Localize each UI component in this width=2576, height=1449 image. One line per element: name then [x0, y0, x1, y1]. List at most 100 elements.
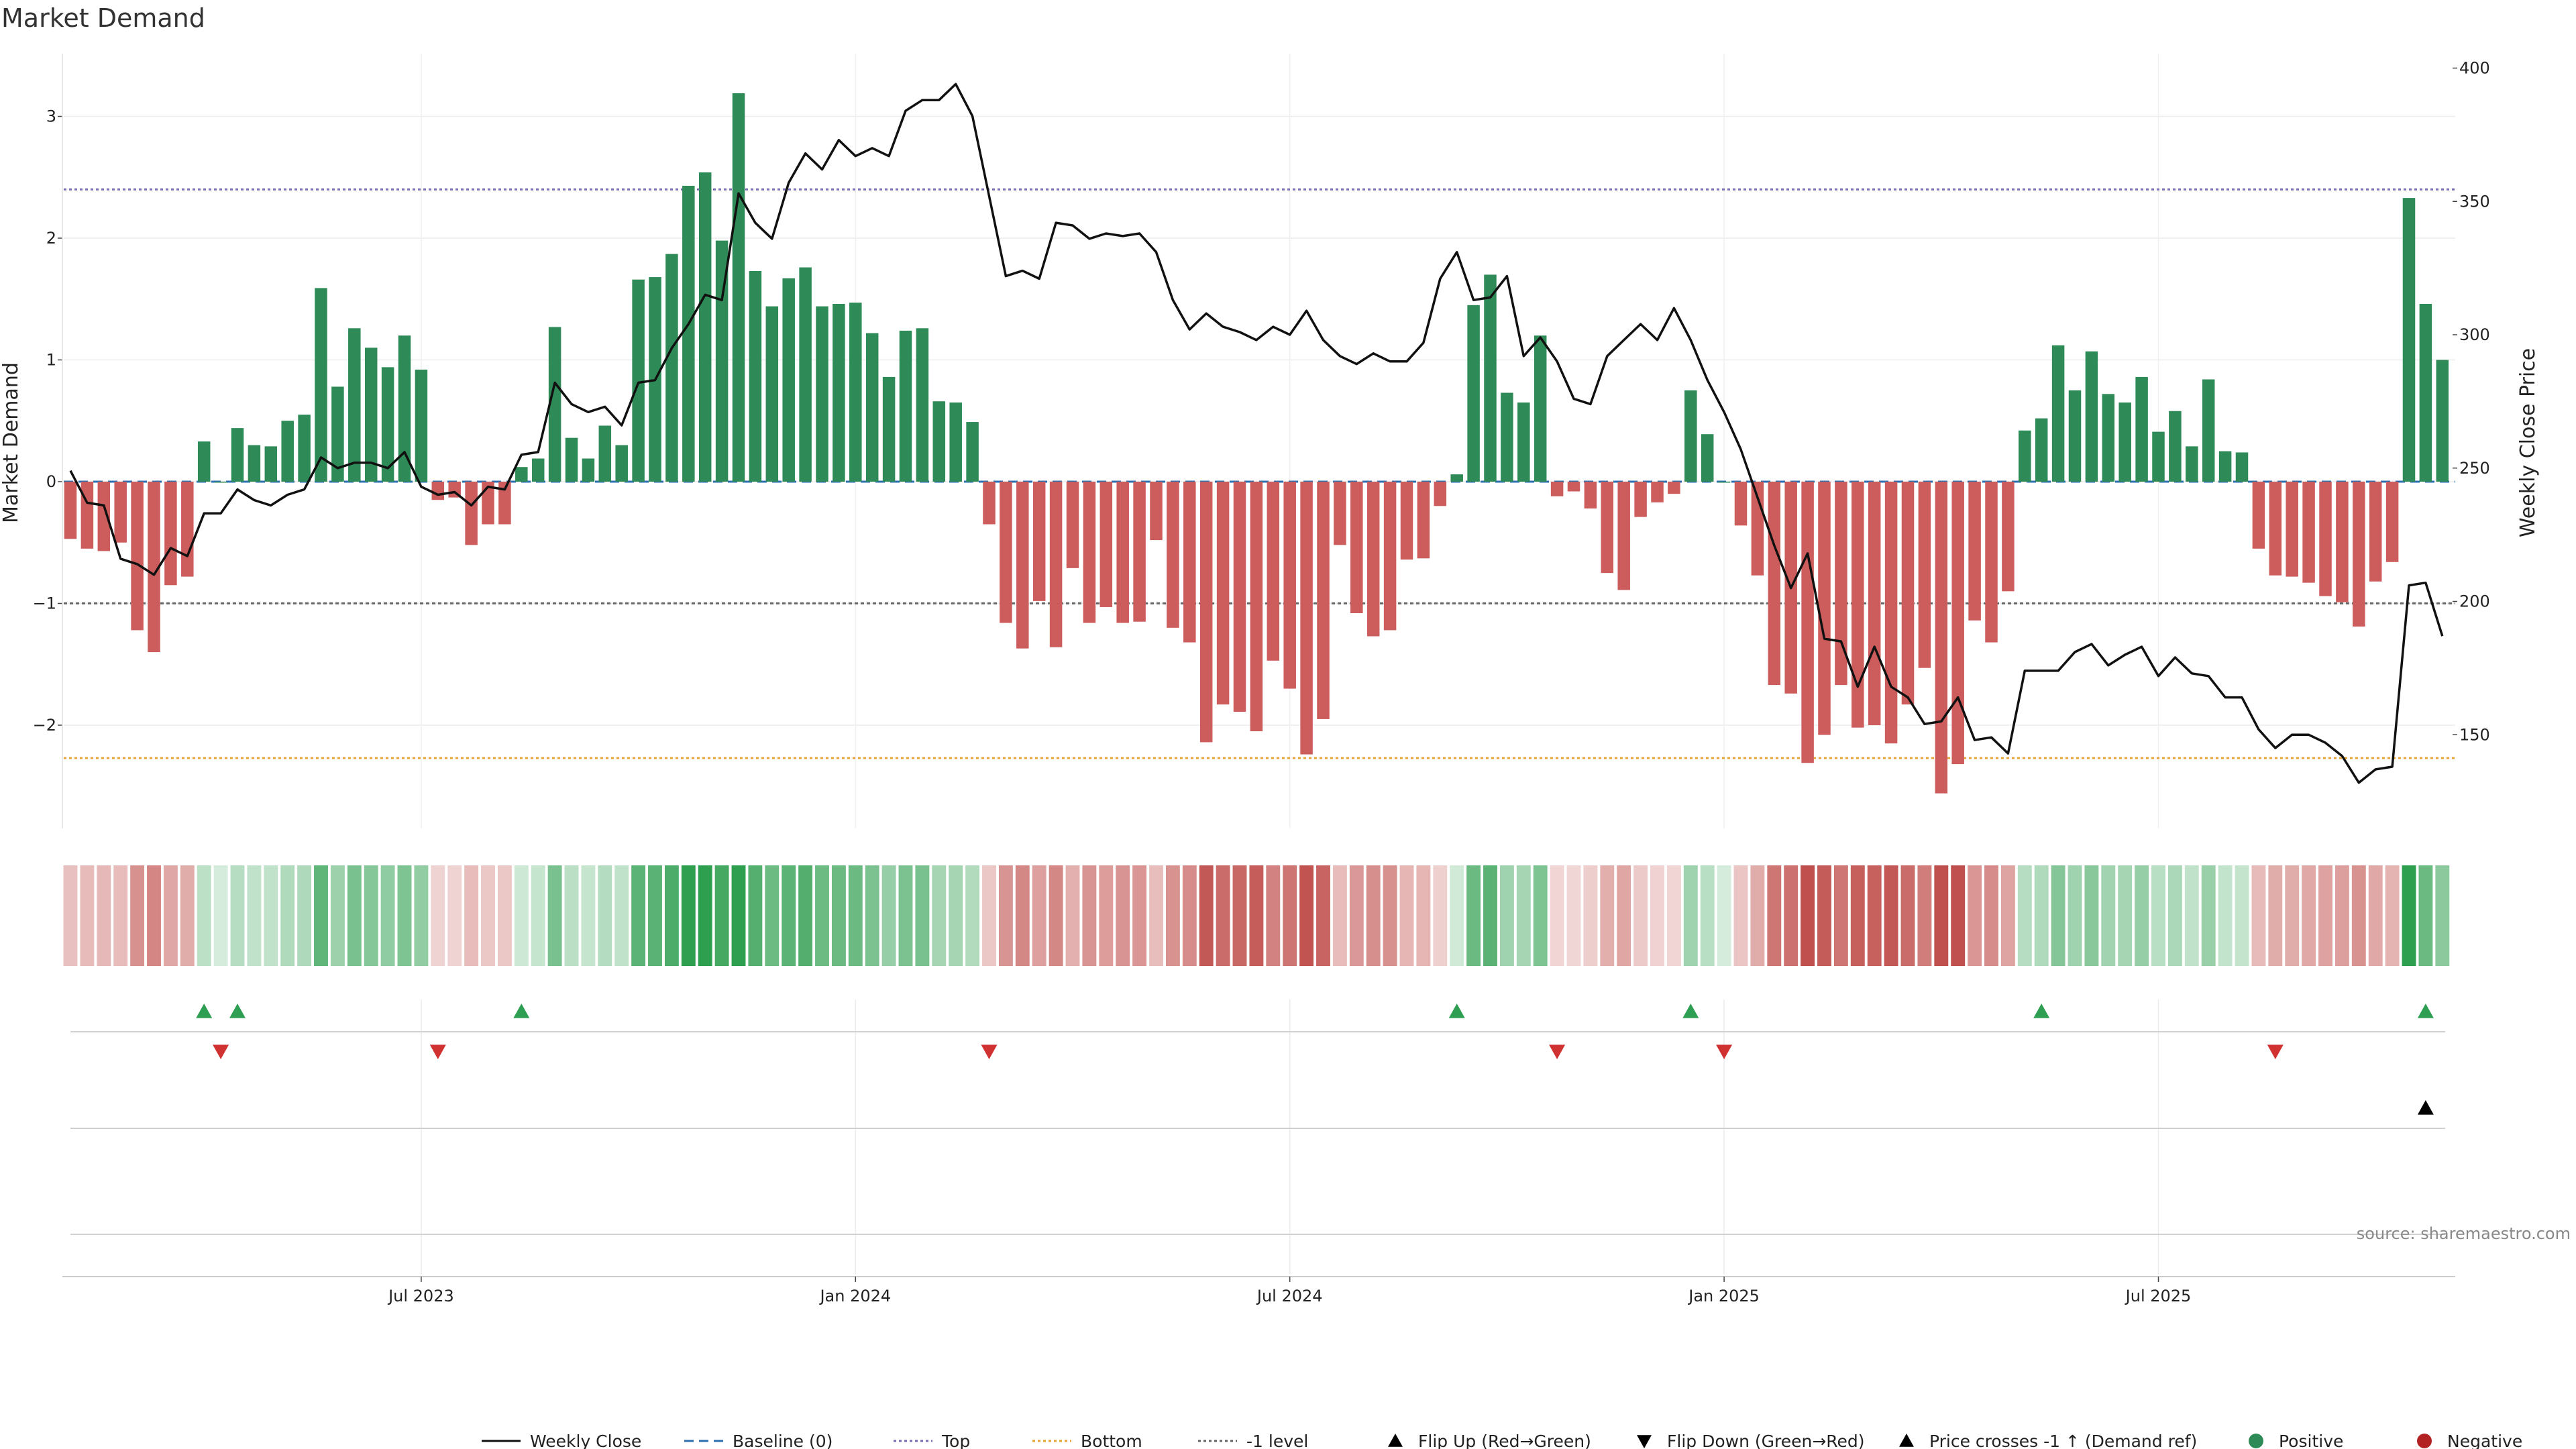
left-y-tick-label: 1 — [46, 351, 56, 370]
heat-cell — [1550, 865, 1564, 966]
heat-cell — [965, 865, 980, 966]
heat-cell — [564, 865, 579, 966]
demand-bar — [1534, 335, 1547, 482]
demand-bar — [1099, 482, 1113, 607]
heat-cell — [2167, 865, 2182, 966]
demand-bar — [2402, 198, 2416, 482]
demand-bar — [431, 482, 445, 500]
heat-cell — [63, 865, 78, 966]
x-tick-label: Jul 2024 — [1256, 1287, 1323, 1305]
heat-cell — [1216, 865, 1230, 966]
flip-up-marker — [2033, 1004, 2050, 1018]
demand-bar — [515, 467, 528, 482]
heat-cell — [1917, 865, 1932, 966]
heat-cell — [998, 865, 1013, 966]
heat-cell — [230, 865, 245, 966]
flip-down-marker — [1549, 1044, 1566, 1059]
heat-cell — [197, 865, 211, 966]
demand-bar — [1116, 482, 1129, 623]
heat-cell — [380, 865, 395, 966]
demand-bar — [1417, 482, 1430, 559]
heat-cell — [1600, 865, 1615, 966]
heat-cell — [2218, 865, 2233, 966]
left-y-axis: 3 2 1 0 −1 −2 — [33, 54, 63, 828]
heat-cell — [1466, 865, 1481, 966]
demand-bar — [1501, 392, 1513, 482]
demand-bar — [1133, 482, 1146, 622]
heat-cell — [2184, 865, 2199, 966]
demand-bar — [1550, 482, 1564, 496]
demand-bars — [64, 93, 2449, 794]
legend-marker-swatch — [1637, 1435, 1652, 1448]
heat-cell — [364, 865, 378, 966]
heat-cell — [1149, 865, 1163, 966]
heat-cell — [347, 865, 362, 966]
demand-bar — [415, 370, 428, 482]
heat-cell — [765, 865, 780, 966]
heat-cell — [2251, 865, 2266, 966]
heat-cell — [2068, 865, 2082, 966]
demand-bar — [833, 304, 845, 482]
legend: Weekly Close Baseline (0) Top Bottom -1 leve… — [482, 1432, 2522, 1449]
demand-bar — [2302, 482, 2315, 583]
heat-cell — [2084, 865, 2099, 966]
heat-cell — [1884, 865, 1898, 966]
demand-bar — [2068, 390, 2082, 482]
heat-cell — [1032, 865, 1046, 966]
heat-cell — [1683, 865, 1698, 966]
demand-bar — [665, 254, 678, 482]
demand-bar — [1283, 482, 1296, 689]
demand-bar — [2353, 482, 2365, 627]
heat-cell — [598, 865, 612, 966]
flip-down-marker — [429, 1044, 446, 1059]
demand-bar — [1668, 482, 1680, 494]
demand-bar — [231, 428, 244, 482]
demand-bar — [1334, 482, 1346, 545]
heat-cell — [898, 865, 913, 966]
heat-cell — [147, 865, 161, 966]
heat-cell — [1165, 865, 1180, 966]
heat-cell — [1332, 865, 1347, 966]
heat-cell — [1015, 865, 1030, 966]
heat-cell — [1116, 865, 1130, 966]
legend-label: Top — [941, 1432, 970, 1449]
legend-label: Weekly Close — [530, 1432, 641, 1449]
demand-bar — [2369, 482, 2382, 582]
x-tick-label: Jan 2024 — [818, 1287, 891, 1305]
demand-bar — [2218, 451, 2232, 482]
demand-bar — [548, 327, 561, 482]
heat-cell — [97, 865, 111, 966]
heat-cell — [547, 865, 562, 966]
demand-bar — [1083, 482, 1096, 623]
demand-bar — [1918, 482, 1931, 668]
left-y-tick-label: −2 — [33, 716, 56, 735]
heat-cell — [1984, 865, 1998, 966]
demand-bar — [2135, 376, 2148, 482]
heat-cell — [1867, 865, 1882, 966]
demand-bar — [1884, 482, 1898, 744]
heat-cell — [130, 865, 145, 966]
demand-bar — [114, 482, 127, 543]
left-y-tick-label: 2 — [46, 229, 56, 248]
heat-cell — [2285, 865, 2300, 966]
demand-bar — [2252, 482, 2265, 549]
heat-cell — [481, 865, 495, 966]
left-y-axis-label: Market Demand — [0, 362, 23, 523]
demand-bar — [2419, 304, 2432, 482]
demand-bar — [364, 347, 378, 482]
heat-cell — [2017, 865, 2032, 966]
legend-item: Weekly Close — [482, 1432, 641, 1449]
demand-bar — [498, 482, 511, 525]
heat-cell — [1516, 865, 1531, 966]
heat-cell — [163, 865, 178, 966]
heat-cell — [264, 865, 278, 966]
demand-bar — [1701, 434, 1714, 482]
flip-up-marker — [1682, 1004, 1699, 1018]
flip-up-marker — [229, 1004, 246, 1018]
heat-cell — [2368, 865, 2383, 966]
flip-up-marker — [196, 1004, 213, 1018]
demand-bar — [1049, 482, 1063, 647]
heat-cell — [1499, 865, 1514, 966]
demand-bar — [1968, 482, 1981, 621]
